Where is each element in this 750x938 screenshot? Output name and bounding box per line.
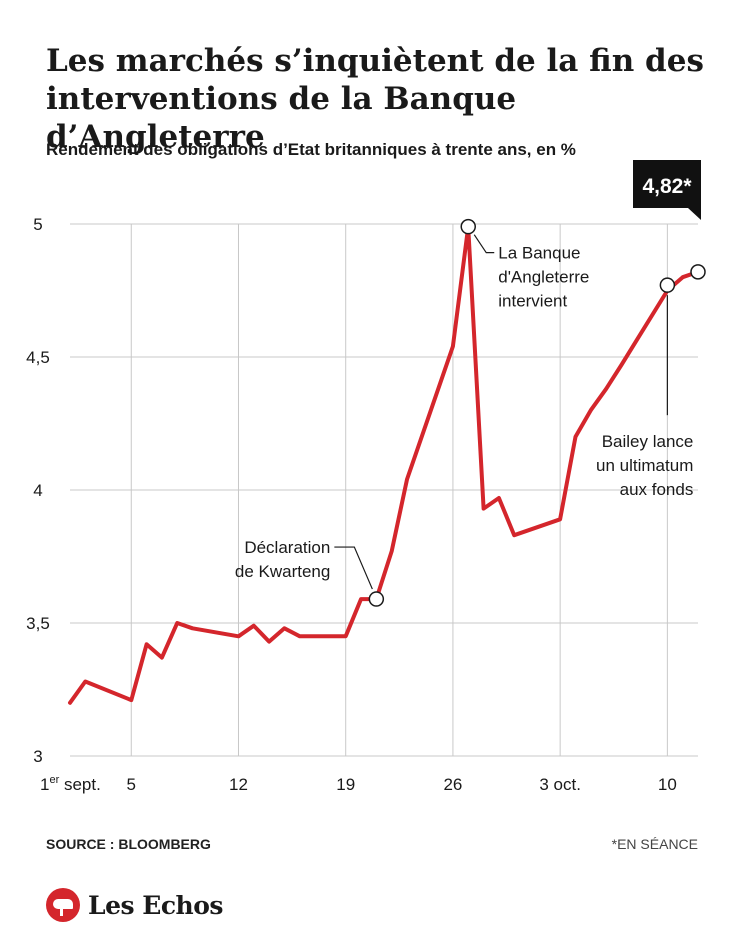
x-tick-label: 10 <box>658 775 677 794</box>
annotation-point-marker <box>690 264 706 280</box>
annotation-leader-line <box>334 546 373 590</box>
x-tick-label: 5 <box>127 775 136 794</box>
yield-series-line <box>68 224 700 705</box>
annotation-text: d'Angleterre <box>498 268 589 287</box>
last-value-callout-label: 4,82* <box>642 175 692 198</box>
chart-subtitle: Rendement des obligations d’Etat britann… <box>46 140 576 159</box>
last-value-callout-box <box>633 160 701 208</box>
annotation-text: aux fonds <box>620 480 694 499</box>
x-tick-label: 19 <box>336 775 355 794</box>
x-tick-label: 3 oct. <box>539 775 581 794</box>
annotation-point-marker <box>460 218 476 235</box>
annotation-point-marker <box>368 591 385 607</box>
annotation-leader-line <box>473 234 495 254</box>
x-tick-label: 26 <box>443 775 462 794</box>
footnote-label: *EN SÉANCE <box>611 836 698 852</box>
annotation-text: un ultimatum <box>596 456 693 475</box>
x-tick-label: 1er sept. <box>40 774 101 794</box>
annotation-text: Déclaration <box>244 538 330 557</box>
annotation-point-marker <box>659 277 676 293</box>
les-echos-logo: Les Echos <box>46 888 223 922</box>
annotation-text: Bailey lance <box>602 432 694 451</box>
annotation-text: La Banque <box>498 244 580 263</box>
annotation-text: de Kwarteng <box>235 562 330 581</box>
x-tick-label: 12 <box>229 775 248 794</box>
y-tick-label: 5 <box>33 215 42 234</box>
y-tick-label: 3,5 <box>26 614 50 633</box>
source-label: SOURCE : BLOOMBERG <box>46 836 211 852</box>
y-tick-label: 3 <box>33 747 42 766</box>
last-value-callout-pointer <box>688 208 701 220</box>
logo-text: Les Echos <box>88 890 223 920</box>
y-tick-label: 4,5 <box>26 348 50 367</box>
chart-title: Les marchés s’inquiètent de la fin des i… <box>46 43 704 155</box>
annotation-text: intervient <box>498 292 567 311</box>
y-tick-label: 4 <box>33 481 42 500</box>
logo-bird-icon <box>46 888 80 922</box>
